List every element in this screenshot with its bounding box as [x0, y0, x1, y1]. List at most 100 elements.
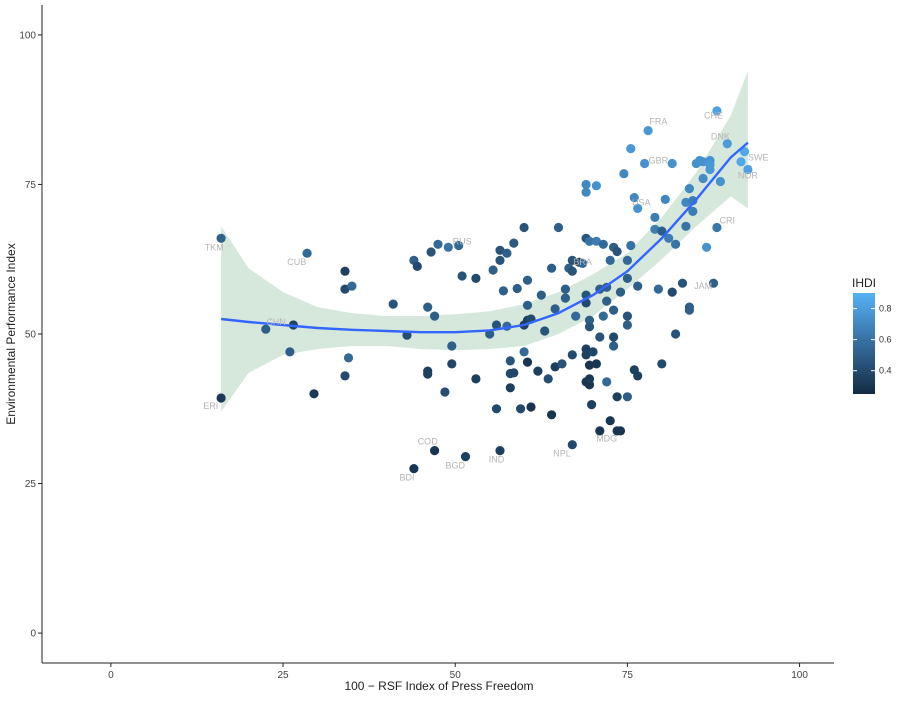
- y-tick-label: 0: [30, 629, 36, 640]
- country-label: RUS: [453, 236, 472, 246]
- legend-ticks: 0.4 0.6 0.8: [853, 304, 892, 376]
- data-point: [602, 296, 612, 306]
- data-point: [505, 356, 515, 366]
- data-point: [591, 359, 602, 369]
- data-point: [609, 332, 619, 342]
- data-point: [522, 300, 533, 310]
- data-point: [471, 374, 481, 384]
- data-point: [454, 240, 464, 251]
- data-point: [412, 261, 422, 271]
- data-point: [588, 347, 598, 357]
- data-point: [285, 347, 295, 357]
- country-label: JAM: [694, 281, 712, 291]
- legend-tick-label: 0.6: [879, 335, 892, 345]
- data-point: [619, 169, 629, 179]
- axes-layer: 0 25 50 75 100 0 25 50 75 100: [19, 5, 834, 681]
- data-point: [309, 389, 319, 399]
- data-point: [547, 263, 557, 273]
- data-point: [423, 302, 433, 312]
- data-point: [736, 157, 746, 167]
- data-point: [595, 332, 605, 342]
- data-point: [667, 287, 677, 297]
- data-point: [633, 371, 643, 381]
- data-point: [581, 187, 591, 197]
- data-point: [657, 359, 667, 369]
- data-point: [584, 360, 595, 370]
- data-point: [526, 402, 536, 412]
- data-point: [340, 284, 350, 294]
- data-point: [702, 242, 712, 252]
- data-point: [581, 350, 591, 360]
- data-point: [605, 416, 615, 426]
- data-point: [712, 222, 722, 233]
- country-label: COD: [418, 437, 439, 447]
- data-point: [533, 366, 543, 376]
- data-point: [430, 446, 440, 456]
- country-label: CRI: [720, 215, 736, 225]
- ihdi-legend: IHDI 0.4 0.6 0.8: [852, 276, 892, 394]
- data-point: [633, 281, 643, 291]
- y-tick-label: 25: [25, 479, 37, 490]
- data-point: [615, 287, 626, 297]
- data-point: [667, 158, 677, 169]
- data-point: [629, 193, 639, 203]
- data-point: [440, 387, 450, 397]
- data-point: [581, 179, 591, 190]
- data-point: [471, 273, 481, 283]
- data-point: [708, 278, 719, 288]
- data-point: [495, 255, 505, 265]
- legend-tick-label: 0.8: [879, 304, 892, 314]
- data-point: [688, 196, 698, 206]
- data-point: [495, 245, 505, 255]
- data-point: [609, 341, 619, 351]
- legend-colorbar: [853, 293, 875, 394]
- data-point: [567, 350, 577, 360]
- y-tick-label: 75: [25, 180, 37, 191]
- country-label: USA: [632, 197, 651, 207]
- y-tick-label: 100: [19, 30, 36, 41]
- country-label: FRA: [649, 117, 667, 127]
- data-point: [543, 374, 553, 384]
- legend-tick-label: 0.4: [879, 366, 892, 376]
- country-label: DNK: [711, 132, 730, 142]
- smooth-line-layer: [220, 141, 749, 334]
- country-label: BGD: [445, 461, 465, 471]
- data-point: [571, 311, 581, 321]
- data-point: [557, 359, 567, 369]
- data-point: [430, 311, 440, 321]
- data-point: [598, 239, 608, 249]
- data-point: [516, 404, 526, 414]
- data-point: [567, 255, 577, 265]
- country-label: BRA: [573, 257, 592, 267]
- x-axis-title: 100 − RSF Index of Press Freedom: [344, 679, 533, 693]
- data-point: [457, 271, 467, 281]
- country-label: TKM: [205, 242, 224, 252]
- data-point: [622, 311, 633, 321]
- country-label: MDG: [596, 434, 617, 444]
- smooth-trend-line: [220, 141, 749, 334]
- data-point: [536, 290, 546, 300]
- x-tick-label: 75: [622, 670, 634, 681]
- data-point: [502, 248, 512, 258]
- data-point: [447, 341, 457, 351]
- x-tick-label: 25: [277, 670, 289, 681]
- data-point: [664, 233, 674, 243]
- country-label: ERI: [203, 401, 218, 411]
- data-point: [423, 369, 433, 379]
- data-point: [587, 400, 597, 410]
- y-axis-title: Environmental Performance Index: [4, 243, 18, 424]
- data-point: [612, 246, 622, 257]
- data-point: [443, 242, 453, 252]
- data-point: [522, 357, 533, 367]
- data-point: [671, 329, 681, 339]
- data-point: [509, 238, 519, 248]
- data-point: [584, 315, 595, 325]
- data-point: [584, 236, 595, 246]
- country-label: CHE: [704, 111, 723, 121]
- data-point: [216, 393, 226, 403]
- data-point: [650, 212, 660, 222]
- data-point: [591, 181, 602, 191]
- data-point: [498, 286, 508, 296]
- data-point: [591, 236, 602, 246]
